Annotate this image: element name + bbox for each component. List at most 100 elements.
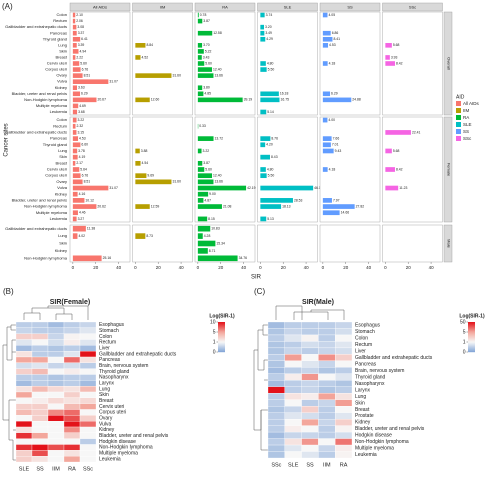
heatmap-cell: [335, 412, 353, 420]
bar: [197, 67, 213, 72]
heatmap-cell: [79, 426, 97, 433]
value-label: 3.49: [265, 31, 272, 35]
heatmap-cell: [63, 356, 81, 363]
category-label: Thyroid gland: [43, 36, 67, 41]
heatmap-cell: [284, 444, 302, 452]
value-label: 0.33: [199, 124, 206, 128]
heatmap-cell: [47, 426, 65, 433]
bar: [72, 91, 81, 97]
x-tick-label: 0: [322, 265, 325, 270]
row-label: Gallbladder and extrahepatic ducts: [355, 355, 433, 361]
facet-panel: [382, 224, 443, 263]
value-label: 5.68: [393, 43, 400, 47]
row-label: Gallbladder and extrahepatic ducts: [99, 351, 177, 357]
heatmap-cell: [15, 444, 33, 451]
bar: [135, 148, 140, 154]
value-label: 15.34: [216, 241, 225, 245]
heatmap-cell: [267, 406, 285, 413]
heatmap-cell: [15, 368, 33, 375]
value-label: 4.80: [267, 61, 274, 65]
row-label: Kidney: [355, 420, 371, 426]
heatmap-cell: [335, 406, 353, 413]
value-label: 27.82: [356, 204, 365, 208]
heatmap-cell: [284, 406, 302, 413]
heatmap-cell: [267, 380, 285, 387]
heatmap-cell: [63, 321, 81, 328]
heatmap-cell: [284, 334, 302, 342]
column-label: SSc: [271, 462, 281, 468]
category-label: Kidney: [55, 248, 67, 253]
heatmap-cell: [31, 444, 49, 451]
heatmap-cell: [47, 327, 65, 334]
value-label: 21.08: [223, 204, 232, 208]
heatmap-cell: [15, 391, 33, 398]
heatmap-cell: [15, 321, 33, 328]
colorbar-segment: [218, 349, 225, 351]
panel-label: (B): [3, 287, 14, 296]
bar: [322, 142, 331, 148]
bar: [260, 36, 266, 42]
bar: [72, 210, 78, 216]
bar: [322, 167, 328, 172]
bar: [197, 179, 214, 185]
value-label: 22.41: [412, 130, 421, 134]
heatmap-cell: [284, 438, 302, 446]
chart-title: SIR(Female): [50, 299, 90, 306]
heatmap-cell: [301, 431, 319, 439]
colorbar-segment: [218, 330, 225, 332]
bar: [322, 61, 328, 66]
colorbar-segment: [468, 323, 475, 325]
row-label: Nasopharynx: [355, 381, 385, 387]
colorbar-segment: [218, 340, 225, 342]
value-label: 8.42: [396, 61, 403, 65]
bar: [385, 148, 392, 154]
bar: [260, 142, 266, 148]
category-label: Vulva: [57, 79, 68, 84]
heatmap-cell: [301, 406, 319, 413]
value-label: 8.51: [84, 180, 91, 184]
bar: [72, 148, 78, 154]
category-label: Bladder, ureter and renal pelvis: [12, 197, 67, 202]
row-label: Liver: [355, 348, 366, 354]
heatmap-cell: [79, 333, 97, 340]
row-label: Lung: [99, 386, 110, 392]
value-label: 3.08: [77, 25, 84, 29]
colorbar-title: Log(SIR-1): [209, 313, 235, 319]
value-label: 3.43: [203, 55, 210, 59]
bar: [72, 79, 109, 84]
category-label: Thyroid gland: [43, 142, 67, 147]
colorbar-segment: [218, 325, 225, 327]
value-label: 10.12: [85, 198, 94, 202]
category-label: Bladder, ureter and renal pelvis: [12, 91, 67, 96]
heatmap-cell: [267, 399, 285, 407]
heatmap-cell: [79, 391, 97, 398]
value-label: 6.76: [82, 174, 89, 178]
row-label: Rectum: [355, 342, 372, 348]
category-label: Leukemia: [50, 109, 68, 114]
bar: [322, 117, 328, 123]
value-label: 4.85: [204, 92, 211, 96]
category-label: Non-Hodgkin lymphoma: [24, 97, 68, 102]
heatmap-cell: [63, 391, 81, 398]
bar: [197, 240, 216, 247]
category-label: Pancreas: [50, 30, 67, 35]
colorbar-segment: [218, 327, 225, 329]
row-label: Liver: [99, 346, 110, 352]
category-label: Non-Hodgkin lymphoma: [24, 255, 68, 260]
heatmap-cell: [31, 327, 49, 334]
heatmap-cell: [301, 321, 319, 329]
heatmap-cell: [47, 362, 65, 369]
heatmap-cell: [63, 333, 81, 340]
bar: [322, 148, 334, 154]
heatmap-cell: [15, 345, 33, 352]
bar: [72, 154, 78, 160]
colorbar-tick-label: 1: [213, 339, 216, 345]
value-label: 3.37: [78, 31, 85, 35]
value-label: 11.23: [399, 186, 407, 190]
value-label: 13.66: [214, 74, 223, 78]
bar: [197, 136, 214, 141]
panel-label: (C): [254, 287, 265, 296]
facet-label: RA: [222, 4, 228, 9]
bar: [322, 36, 333, 42]
